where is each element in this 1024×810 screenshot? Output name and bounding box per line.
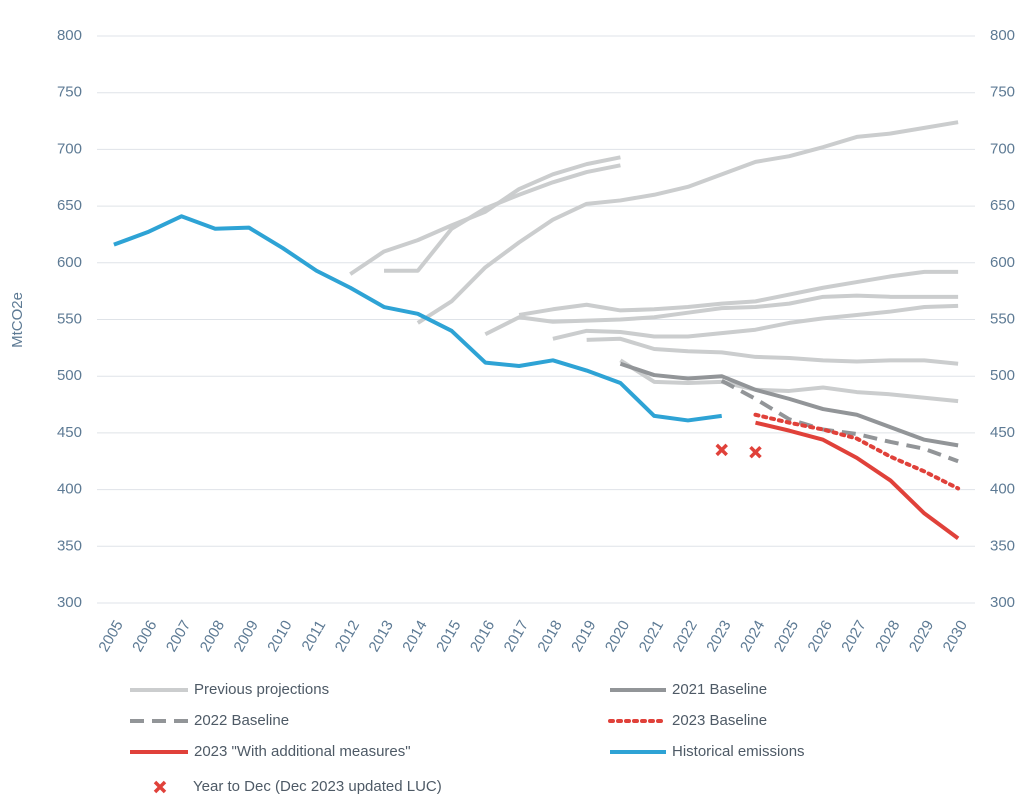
x-tick-label: 2021 [636,617,667,654]
x-tick-label: 2023 [703,617,734,654]
y-tick-label: 650 [57,197,82,214]
line [384,163,621,273]
y2-tick-label: 350 [990,537,1015,554]
x-tick-label: 2015 [433,617,464,654]
x-tick-label: 2027 [838,617,869,654]
x-tick-label: 2006 [129,617,160,654]
line [113,214,722,423]
x-tick-label: 2017 [501,617,532,654]
y-tick-label: 600 [57,254,82,271]
line [349,155,621,276]
x-tick-label: 2012 [332,617,363,654]
line [753,412,961,491]
y2-tick-label: 500 [990,367,1015,384]
line [416,120,959,325]
x-tick-label: 2030 [940,617,971,654]
y2-tick-label: 750 [990,84,1015,101]
x-tick-label: 2014 [399,617,430,654]
x-tick-label: 2016 [467,617,498,654]
y-tick-label: 550 [57,310,82,327]
legend-label: Historical emissions [672,743,805,760]
x-tick-label: 2020 [602,617,633,654]
y2-tick-label: 700 [990,140,1015,157]
line [518,269,959,317]
y2-tick-label: 450 [990,424,1015,441]
line [552,303,959,341]
cross-marker [749,445,762,459]
legend-label: Previous projections [194,681,329,698]
legend-label: 2023 "With additional measures" [194,743,411,760]
y2-tick-label: 650 [990,197,1015,214]
x-tick-label: 2024 [737,617,768,654]
y2-tick-label: 800 [990,27,1015,44]
line [619,361,959,448]
legend-marker [153,780,167,794]
x-tick-label: 2022 [669,617,700,654]
x-tick-label: 2013 [366,617,397,654]
x-tick-label: 2011 [299,617,330,653]
x-tick-label: 2010 [264,617,295,654]
line [586,336,959,366]
x-tick-label: 2007 [163,617,194,654]
y-tick-label: 500 [57,367,82,384]
y-axis-label: MtCO2e [9,292,26,348]
line [619,358,959,404]
y-tick-label: 800 [57,27,82,44]
y2-tick-label: 300 [990,594,1015,611]
y-tick-label: 350 [57,537,82,554]
y-tick-label: 450 [57,424,82,441]
legend-label: 2022 Baseline [194,712,289,729]
y-tick-label: 400 [57,481,82,498]
x-tick-label: 2005 [95,617,126,654]
x-tick-label: 2019 [568,617,599,654]
line [720,378,959,464]
y2-tick-label: 550 [990,310,1015,327]
x-tick-label: 2009 [230,617,261,654]
x-tick-label: 2028 [872,617,903,654]
line [484,293,959,337]
x-tick-label: 2026 [805,617,836,654]
x-tick-label: 2025 [771,617,802,654]
legend-label: 2023 Baseline [672,712,767,729]
y2-tick-label: 600 [990,254,1015,271]
y-tick-label: 300 [57,594,82,611]
legend-label: 2021 Baseline [672,681,767,698]
cross-marker [715,443,728,457]
y-tick-label: 750 [57,84,82,101]
x-tick-label: 2029 [906,617,937,654]
legend-label: Year to Dec (Dec 2023 updated LUC) [193,778,442,795]
y-tick-label: 700 [57,140,82,157]
x-tick-label: 2008 [197,617,228,654]
line [755,420,960,540]
y2-tick-label: 400 [990,481,1015,498]
x-tick-label: 2018 [534,617,565,654]
